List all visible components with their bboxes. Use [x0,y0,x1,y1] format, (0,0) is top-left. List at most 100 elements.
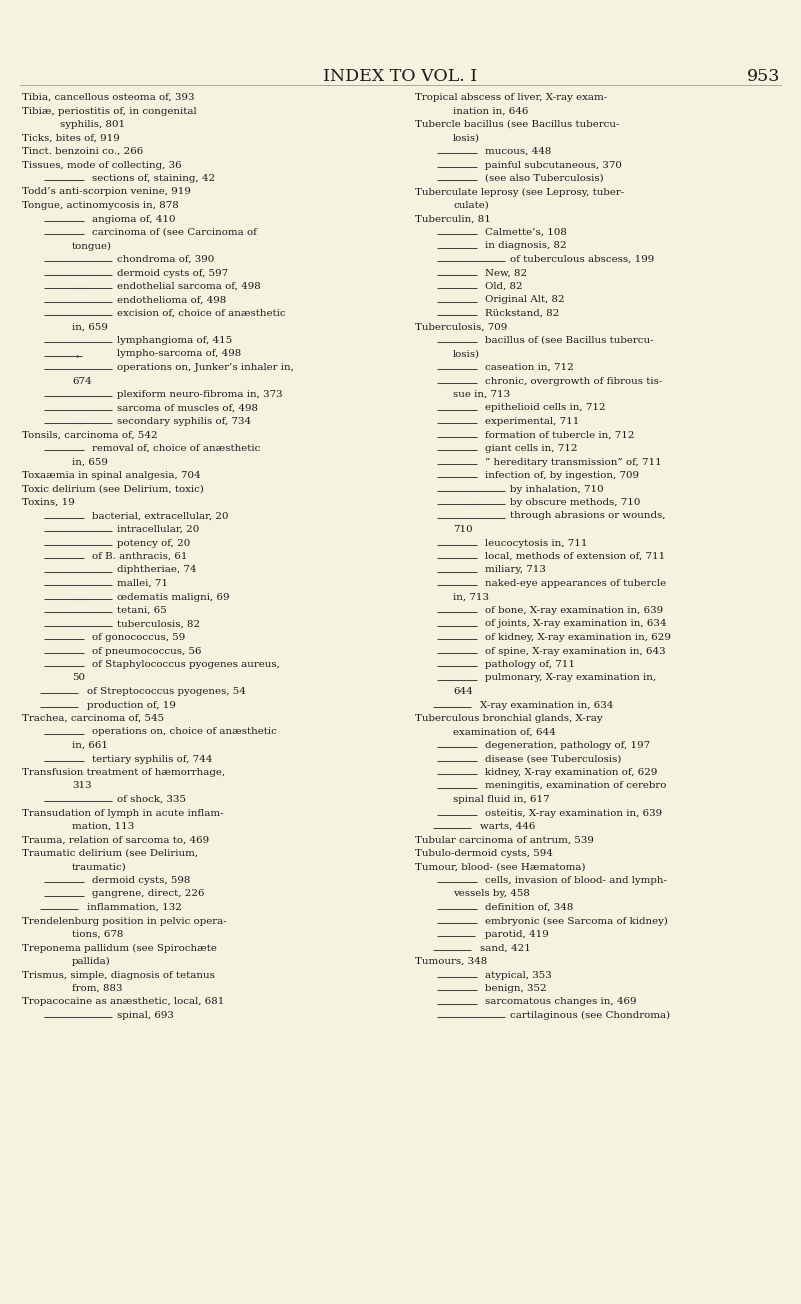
Text: chronic, overgrowth of fibrous tis-: chronic, overgrowth of fibrous tis- [485,377,662,386]
Text: naked-eye appearances of tubercle: naked-eye appearances of tubercle [485,579,666,588]
Text: of bone, X-ray examination in, 639: of bone, X-ray examination in, 639 [485,606,663,615]
Text: of B. anthracis, 61: of B. anthracis, 61 [92,552,187,561]
Text: painful subcutaneous, 370: painful subcutaneous, 370 [485,160,622,170]
Text: Ticks, bites of, 919: Ticks, bites of, 919 [22,133,120,142]
Text: Tonsils, carcinoma of, 542: Tonsils, carcinoma of, 542 [22,430,158,439]
Text: (see also Tuberculosis): (see also Tuberculosis) [485,173,604,183]
Text: mucous, 448: mucous, 448 [485,147,551,156]
Text: embryonic (see Sarcoma of kidney): embryonic (see Sarcoma of kidney) [485,917,668,926]
Text: tetani, 65: tetani, 65 [117,606,167,615]
Text: osteitis, X-ray examination in, 639: osteitis, X-ray examination in, 639 [485,808,662,818]
Text: tertiary syphilis of, 744: tertiary syphilis of, 744 [92,755,212,764]
Text: ination in, 646: ination in, 646 [453,107,529,116]
Text: infection of, by ingestion, 709: infection of, by ingestion, 709 [485,471,639,480]
Text: 644: 644 [453,687,473,696]
Text: plexiform neuro-fibroma in, 373: plexiform neuro-fibroma in, 373 [117,390,283,399]
Text: Tuberculin, 81: Tuberculin, 81 [415,214,491,223]
Text: in, 659: in, 659 [72,458,108,467]
Text: tuberculosis, 82: tuberculosis, 82 [117,619,200,629]
Text: pathology of, 711: pathology of, 711 [485,660,575,669]
Text: warts, 446: warts, 446 [480,822,535,831]
Text: gangrene, direct, 226: gangrene, direct, 226 [92,889,204,898]
Text: epithelioid cells in, 712: epithelioid cells in, 712 [485,403,606,412]
Text: Tissues, mode of collecting, 36: Tissues, mode of collecting, 36 [22,160,182,170]
Text: Todd’s anti-scorpion venine, 919: Todd’s anti-scorpion venine, 919 [22,188,191,197]
Text: Tropacocaine as anæsthetic, local, 681: Tropacocaine as anæsthetic, local, 681 [22,998,224,1007]
Text: 674: 674 [72,377,91,386]
Text: Tinct. benzoini co., 266: Tinct. benzoini co., 266 [22,147,143,156]
Text: losis): losis) [453,133,480,142]
Text: tongue): tongue) [72,241,112,250]
Text: local, methods of extension of, 711: local, methods of extension of, 711 [485,552,666,561]
Text: kidney, X-ray examination of, 629: kidney, X-ray examination of, 629 [485,768,658,777]
Text: Toxaæmia in spinal analgesia, 704: Toxaæmia in spinal analgesia, 704 [22,471,200,480]
Text: dermoid cysts of, 597: dermoid cysts of, 597 [117,269,228,278]
Text: INDEX TO VOL. I: INDEX TO VOL. I [323,68,477,85]
Text: 710: 710 [453,526,473,535]
Text: secondary syphilis of, 734: secondary syphilis of, 734 [117,417,252,426]
Text: diphtheriae, 74: diphtheriae, 74 [117,566,196,575]
Text: mallei, 71: mallei, 71 [117,579,168,588]
Text: sarcomatous changes in, 469: sarcomatous changes in, 469 [485,998,637,1007]
Text: Tibiæ, periostitis of, in congenital: Tibiæ, periostitis of, in congenital [22,107,196,116]
Text: dermoid cysts, 598: dermoid cysts, 598 [92,876,191,885]
Text: of Staphylococcus pyogenes aureus,: of Staphylococcus pyogenes aureus, [92,660,280,669]
Text: sections of, staining, 42: sections of, staining, 42 [92,173,215,183]
Text: 953: 953 [747,68,780,85]
Text: operations on, choice of anæsthetic: operations on, choice of anæsthetic [92,728,277,737]
Text: Tibia, cancellous osteoma of, 393: Tibia, cancellous osteoma of, 393 [22,93,195,102]
Text: benign, 352: benign, 352 [485,985,546,994]
Text: Tuberculate leprosy (see Leprosy, tuber-: Tuberculate leprosy (see Leprosy, tuber- [415,188,624,197]
Text: Toxic delirium (see Delirium, toxic): Toxic delirium (see Delirium, toxic) [22,485,204,493]
Text: Trachea, carcinoma of, 545: Trachea, carcinoma of, 545 [22,715,164,722]
Text: sarcoma of muscles of, 498: sarcoma of muscles of, 498 [117,403,258,412]
Text: experimental, 711: experimental, 711 [485,417,579,426]
Text: bacillus of (see Bacillus tubercu-: bacillus of (see Bacillus tubercu- [485,336,654,346]
Text: losis): losis) [453,349,480,359]
Text: culate): culate) [453,201,489,210]
Text: traumatic): traumatic) [72,862,127,871]
Text: through abrasions or wounds,: through abrasions or wounds, [510,511,666,520]
Text: Trauma, relation of sarcoma to, 469: Trauma, relation of sarcoma to, 469 [22,836,209,845]
Text: of kidney, X-ray examination in, 629: of kidney, X-ray examination in, 629 [485,632,671,642]
Text: of Streptococcus pyogenes, 54: of Streptococcus pyogenes, 54 [87,687,246,696]
Text: Original Alt, 82: Original Alt, 82 [485,296,565,305]
Text: from, 883: from, 883 [72,985,123,994]
Text: meningitis, examination of cerebro: meningitis, examination of cerebro [485,781,666,790]
Text: pulmonary, X-ray examination in,: pulmonary, X-ray examination in, [485,673,656,682]
Text: definition of, 348: definition of, 348 [485,902,574,911]
Text: “ hereditary transmission” of, 711: “ hereditary transmission” of, 711 [485,458,662,467]
Text: Trismus, simple, diagnosis of tetanus: Trismus, simple, diagnosis of tetanus [22,970,215,979]
Text: cartilaginous (see Chondroma): cartilaginous (see Chondroma) [510,1011,670,1020]
Text: Treponema pallidum (see Spirochæte: Treponema pallidum (see Spirochæte [22,944,217,953]
Text: of tuberculous abscess, 199: of tuberculous abscess, 199 [510,256,654,263]
Text: potency of, 20: potency of, 20 [117,539,191,548]
Text: of joints, X-ray examination in, 634: of joints, X-ray examination in, 634 [485,619,666,629]
Text: spinal, 693: spinal, 693 [117,1011,174,1020]
Text: Old, 82: Old, 82 [485,282,522,291]
Text: giant cells in, 712: giant cells in, 712 [485,443,578,452]
Text: vessels by, 458: vessels by, 458 [453,889,530,898]
Text: Traumatic delirium (see Delirium,: Traumatic delirium (see Delirium, [22,849,198,858]
Text: Tubular carcinoma of antrum, 539: Tubular carcinoma of antrum, 539 [415,836,594,845]
Text: syphilis, 801: syphilis, 801 [60,120,125,129]
Text: pallida): pallida) [72,957,111,966]
Text: sand, 421: sand, 421 [480,944,531,952]
Text: operations on, Junker’s inhaler in,: operations on, Junker’s inhaler in, [117,363,294,372]
Text: Tubercle bacillus (see Bacillus tubercu-: Tubercle bacillus (see Bacillus tubercu- [415,120,619,129]
Text: Tumour, blood- (see Hæmatoma): Tumour, blood- (see Hæmatoma) [415,862,586,871]
Text: leucocytosis in, 711: leucocytosis in, 711 [485,539,587,548]
Text: disease (see Tuberculosis): disease (see Tuberculosis) [485,755,622,764]
Text: removal of, choice of anæsthetic: removal of, choice of anæsthetic [92,443,260,452]
Text: chondroma of, 390: chondroma of, 390 [117,256,214,263]
Text: Calmette’s, 108: Calmette’s, 108 [485,228,567,237]
Text: of spine, X-ray examination in, 643: of spine, X-ray examination in, 643 [485,647,666,656]
Text: Tubulo-dermoid cysts, 594: Tubulo-dermoid cysts, 594 [415,849,553,858]
Text: parotid, 419: parotid, 419 [485,930,549,939]
Text: excision of, choice of anæsthetic: excision of, choice of anæsthetic [117,309,286,318]
Text: Tongue, actinomycosis in, 878: Tongue, actinomycosis in, 878 [22,201,179,210]
Text: Transudation of lymph in acute inflam-: Transudation of lymph in acute inflam- [22,808,223,818]
Text: of gonococcus, 59: of gonococcus, 59 [92,632,185,642]
Text: Tropical abscess of liver, X-ray exam-: Tropical abscess of liver, X-ray exam- [415,93,607,102]
Text: inflammation, 132: inflammation, 132 [87,902,182,911]
